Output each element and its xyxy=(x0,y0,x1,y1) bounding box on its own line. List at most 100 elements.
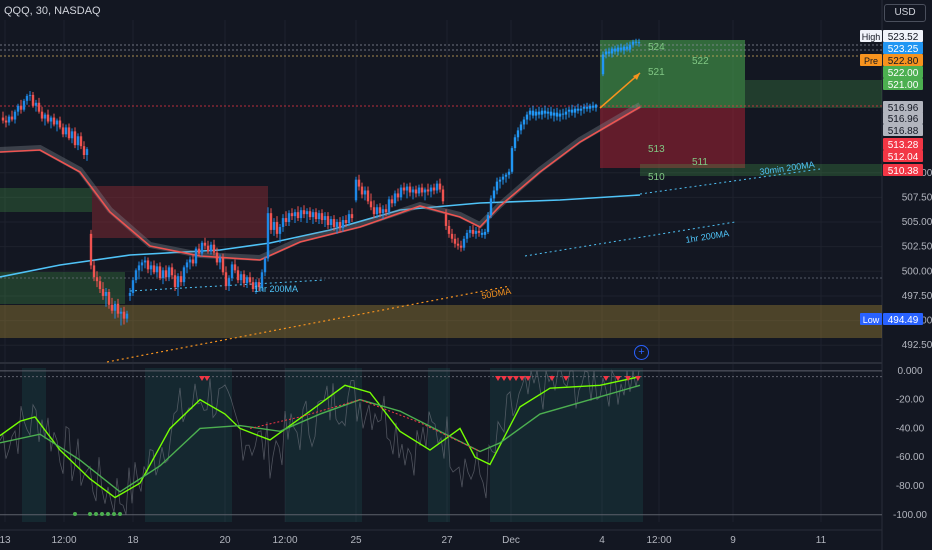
price-tag: 494.49 Low xyxy=(860,313,923,326)
candle-body xyxy=(628,44,632,50)
candle-body xyxy=(245,277,249,284)
candle-body xyxy=(456,243,460,246)
candle-body xyxy=(125,313,129,319)
candle-body xyxy=(13,111,17,120)
price-tag-box xyxy=(883,164,923,176)
candle-body xyxy=(585,106,589,109)
zone-red-supply xyxy=(92,186,268,238)
time-tick-label: 18 xyxy=(127,535,139,546)
currency-button[interactable]: USD xyxy=(884,4,926,22)
candle-body xyxy=(516,130,520,138)
candle-body xyxy=(438,183,442,190)
candle-body xyxy=(248,277,252,283)
candle-body xyxy=(423,189,427,193)
candle-body xyxy=(197,248,201,254)
candle-body xyxy=(89,233,93,266)
candle-body xyxy=(537,111,541,115)
osc-marker xyxy=(94,512,98,516)
candle-body xyxy=(98,281,102,290)
price-tag: 522.80 Pre xyxy=(860,54,923,67)
price-tag-box xyxy=(883,313,923,325)
price-tag-label: High xyxy=(862,32,881,42)
osc-raw-line xyxy=(0,369,640,515)
candle-body xyxy=(43,114,47,119)
candle-body xyxy=(149,265,153,270)
osc-top-marker xyxy=(519,376,525,381)
candle-body xyxy=(284,218,288,223)
candle-body xyxy=(483,231,487,235)
osc-marker xyxy=(118,512,122,516)
candle-body xyxy=(507,171,511,175)
osc-top-marker xyxy=(563,376,569,381)
time-tick-label: 4 xyxy=(599,535,605,546)
candle-body xyxy=(182,267,186,283)
candle-body xyxy=(209,244,213,252)
candle-body xyxy=(164,270,168,278)
candle-body xyxy=(555,112,559,117)
symbol-title[interactable]: QQQ, 30, NASDAQ xyxy=(4,5,101,17)
candle-body xyxy=(16,105,20,112)
candle-body xyxy=(215,252,219,263)
candle-body xyxy=(486,215,490,232)
candle-body xyxy=(426,189,430,192)
price-tag-label-box xyxy=(860,30,882,42)
price-tag-box xyxy=(883,66,923,78)
level-label: 511 xyxy=(692,157,708,168)
price-tag-box xyxy=(883,78,923,90)
candle-body xyxy=(308,211,312,218)
osc-top-marker xyxy=(513,376,519,381)
candle-body xyxy=(329,219,333,225)
osc-top-marker xyxy=(495,376,501,381)
price-tag-box xyxy=(883,54,923,66)
price-tag: 512.04 xyxy=(883,150,923,163)
osc-marker xyxy=(100,512,104,516)
candle-body xyxy=(158,266,162,279)
osc-top-marker xyxy=(625,376,631,381)
candle-body xyxy=(143,260,147,263)
candle-body xyxy=(25,95,29,101)
price-tag: 523.52 High xyxy=(860,30,923,43)
osc-marker xyxy=(106,512,110,516)
candle-body xyxy=(341,220,345,228)
ma-blue-line xyxy=(0,194,641,278)
candle-body xyxy=(471,229,475,234)
time-tick-label: 9 xyxy=(730,535,736,546)
osc-top-marker xyxy=(549,376,555,381)
candle-body xyxy=(519,124,523,131)
candle-body xyxy=(498,179,502,182)
candle-body xyxy=(85,149,89,156)
zone-stop xyxy=(600,108,745,168)
candle-body xyxy=(272,222,276,230)
osc-tick-label: -80.00 xyxy=(896,481,925,492)
candle-body xyxy=(616,47,620,52)
candle-body xyxy=(378,207,382,214)
candle-body xyxy=(531,110,535,116)
candle-body xyxy=(604,51,608,55)
candle-body xyxy=(161,270,165,279)
zone-demand-low xyxy=(0,305,882,338)
candle-body xyxy=(564,111,568,115)
candle-body xyxy=(528,110,532,115)
candle-body xyxy=(387,199,391,213)
candle-body xyxy=(567,109,571,112)
candle-body xyxy=(459,245,463,248)
time-tick-label: 11 xyxy=(816,535,827,546)
time-tick-label: 27 xyxy=(441,535,453,546)
osc-top-marker xyxy=(507,376,513,381)
candle-body xyxy=(622,46,626,51)
candle-body xyxy=(411,189,415,193)
price-tick-label: 505.00 xyxy=(902,217,932,228)
candle-body xyxy=(233,264,237,271)
price-tag-value: 522.00 xyxy=(888,68,919,79)
candle-body xyxy=(61,127,65,135)
candle-body xyxy=(344,220,348,224)
price-tag-box xyxy=(883,124,923,136)
osc-shade xyxy=(22,368,46,522)
add-plus-icon[interactable]: + xyxy=(634,345,649,360)
candle-body xyxy=(591,105,595,108)
price-tag-box xyxy=(883,42,923,54)
osc-top-marker xyxy=(635,376,641,381)
candle-body xyxy=(634,41,638,43)
osc-top-marker xyxy=(603,376,609,381)
